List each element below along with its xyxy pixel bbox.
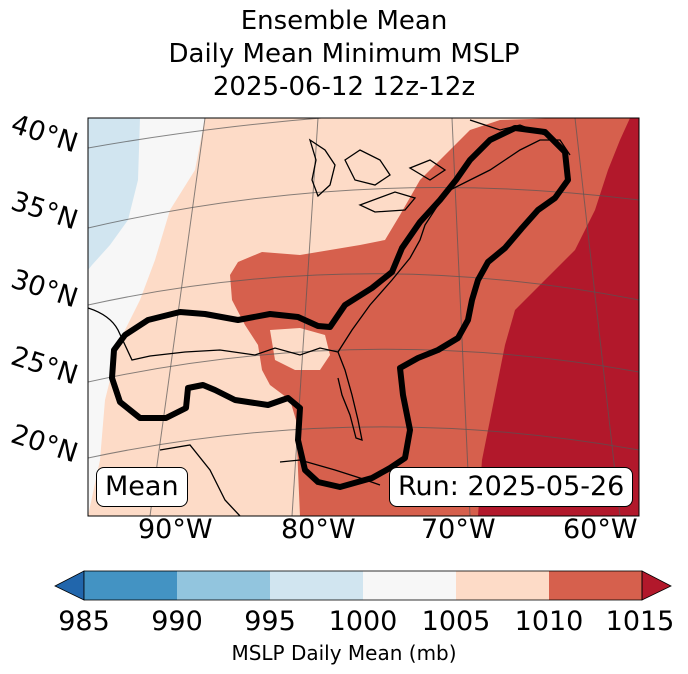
- graticule-parallels: [88, 118, 639, 459]
- lon-label-70w: 70°W: [421, 514, 496, 545]
- colorbar-tick-995: 995: [244, 606, 296, 637]
- colorbar-extend-low: [54, 570, 85, 601]
- title-line-2: Daily Mean Minimum MSLP: [168, 39, 520, 69]
- title-line-3: 2025-06-12 12z-12z: [212, 72, 476, 102]
- colorbar-bin-1010-1015: [549, 571, 642, 600]
- lon-label-80w: 80°W: [281, 514, 356, 545]
- mean-contour-line: [109, 125, 571, 490]
- lon-label-60w: 60°W: [563, 514, 638, 545]
- colorbar-bin-985-990: [84, 571, 177, 600]
- colorbar-bin-1000-1005: [363, 571, 456, 600]
- colorbar-bin-1005-1010: [456, 571, 549, 600]
- run-date-badge: Run: 2025-05-26: [389, 467, 634, 507]
- title-line-1: Ensemble Mean: [240, 6, 448, 36]
- colorbar-label: MSLP Daily Mean (mb): [231, 641, 457, 665]
- colorbar-bin-990-995: [177, 571, 270, 600]
- colorbar-outline: [83, 570, 643, 601]
- colorbar-bin-995-1000: [270, 571, 363, 600]
- colorbar-tick-1000: 1000: [328, 606, 398, 637]
- mean-badge: Mean: [96, 467, 188, 507]
- colorbar-tick-990: 990: [151, 606, 203, 637]
- pressure-field-gulf-patch: [270, 328, 330, 370]
- colorbar-tick-1015: 1015: [605, 606, 675, 637]
- map-frame: [87, 117, 640, 517]
- pressure-field-above-1015: [478, 118, 639, 516]
- colorbar-tick-1005: 1005: [421, 606, 491, 637]
- colorbar-tick-1010: 1010: [514, 606, 584, 637]
- coastlines: [88, 119, 571, 516]
- colorbar-tick-985: 985: [58, 606, 110, 637]
- pressure-field-995-1000: [88, 118, 140, 270]
- colorbar-extend-high: [641, 570, 672, 601]
- colorbar: [54, 570, 672, 601]
- map-plot-area: [88, 118, 639, 516]
- lon-label-90w: 90°W: [138, 514, 213, 545]
